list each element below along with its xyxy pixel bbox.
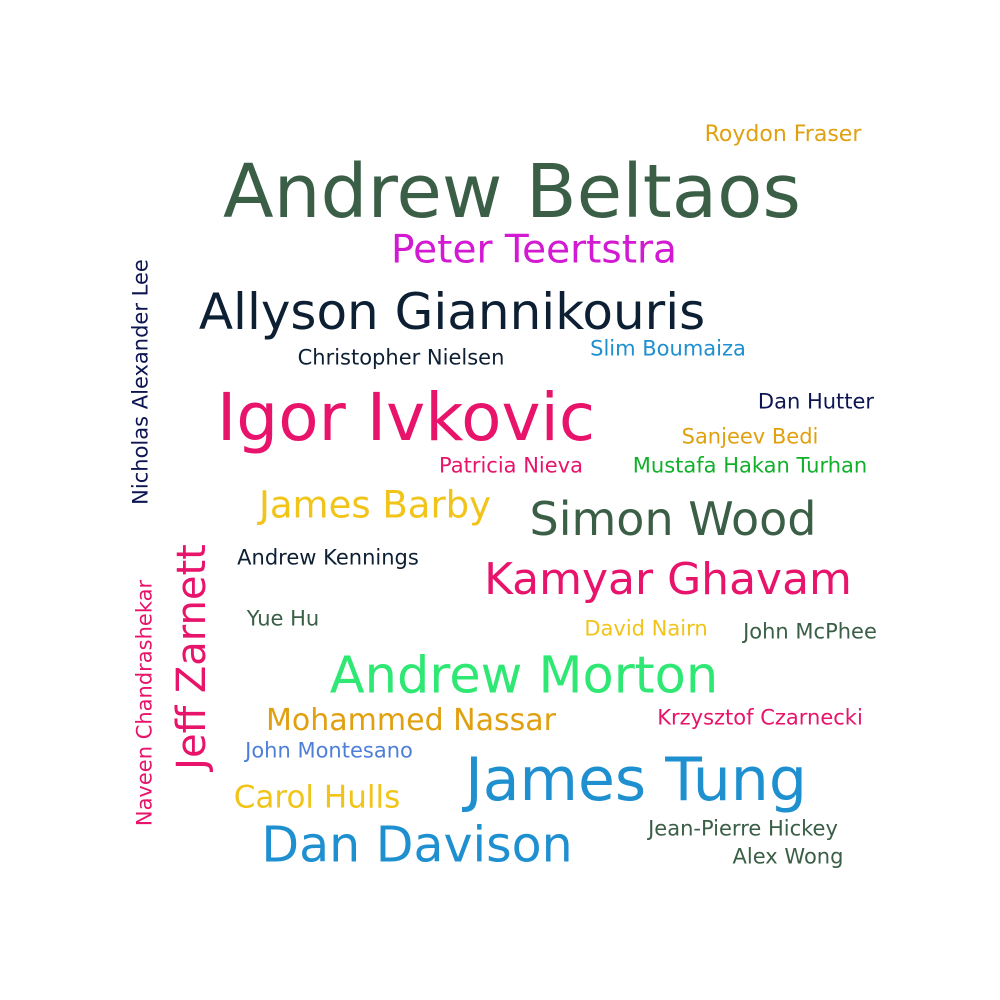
word-nicholas-alexander-lee: Nicholas Alexander Lee xyxy=(128,259,153,505)
word-david-nairn: David Nairn xyxy=(584,616,708,641)
word-john-mcphee: John McPhee xyxy=(743,619,877,644)
word-andrew-morton: Andrew Morton xyxy=(329,646,719,706)
word-andrew-kennings: Andrew Kennings xyxy=(237,545,419,570)
word-mustafa-hakan-turhan: Mustafa Hakan Turhan xyxy=(632,453,868,478)
word-naveen-chandrashekar: Naveen Chandrashekar xyxy=(132,579,157,827)
word-igor-ivkovic: Igor Ivkovic xyxy=(216,379,596,456)
word-roydon-fraser: Roydon Fraser xyxy=(704,122,862,147)
word-james-tung: James Tung xyxy=(465,745,807,815)
word-krzysztof-czarnecki: Krzysztof Czarnecki xyxy=(657,705,863,730)
word-carol-hulls: Carol Hulls xyxy=(233,779,401,816)
word-john-montesano: John Montesano xyxy=(245,738,413,763)
word-mohammed-nassar: Mohammed Nassar xyxy=(266,703,556,738)
word-yue-hu: Yue Hu xyxy=(246,606,320,631)
word-patricia-nieva: Patricia Nieva xyxy=(439,453,583,478)
word-andrew-beltaos: Andrew Beltaos xyxy=(223,149,801,235)
word-jeff-zarnett: Jeff Zarnett xyxy=(169,544,215,770)
word-jean-pierre-hickey: Jean-Pierre Hickey xyxy=(648,816,838,841)
word-dan-hutter: Dan Hutter xyxy=(757,389,875,414)
word-christopher-nielsen: Christopher Nielsen xyxy=(297,345,505,370)
word-james-barby: James Barby xyxy=(258,483,492,527)
word-dan-davison: Dan Davison xyxy=(261,816,573,874)
word-alex-wong: Alex Wong xyxy=(732,844,844,869)
word-peter-teertstra: Peter Teertstra xyxy=(391,227,677,273)
word-slim-boumaiza: Slim Boumaiza xyxy=(590,336,746,361)
word-kamyar-ghavam: Kamyar Ghavam xyxy=(484,554,852,605)
word-simon-wood: Simon Wood xyxy=(529,492,817,546)
word-sanjeev-bedi: Sanjeev Bedi xyxy=(681,424,819,449)
word-allyson-giannikouris: Allyson Giannikouris xyxy=(198,283,706,341)
